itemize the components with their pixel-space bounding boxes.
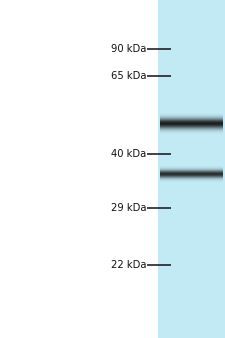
Text: 22 kDa: 22 kDa [111, 260, 146, 270]
Text: 65 kDa: 65 kDa [111, 71, 146, 81]
Text: 90 kDa: 90 kDa [111, 44, 146, 54]
Text: 40 kDa: 40 kDa [111, 149, 146, 159]
Text: 29 kDa: 29 kDa [111, 203, 146, 213]
Bar [158, 0, 225, 338]
